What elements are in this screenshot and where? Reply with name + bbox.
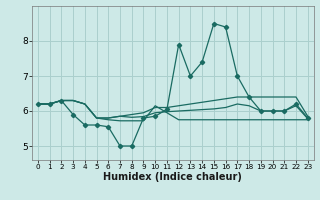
X-axis label: Humidex (Indice chaleur): Humidex (Indice chaleur)	[103, 172, 242, 182]
